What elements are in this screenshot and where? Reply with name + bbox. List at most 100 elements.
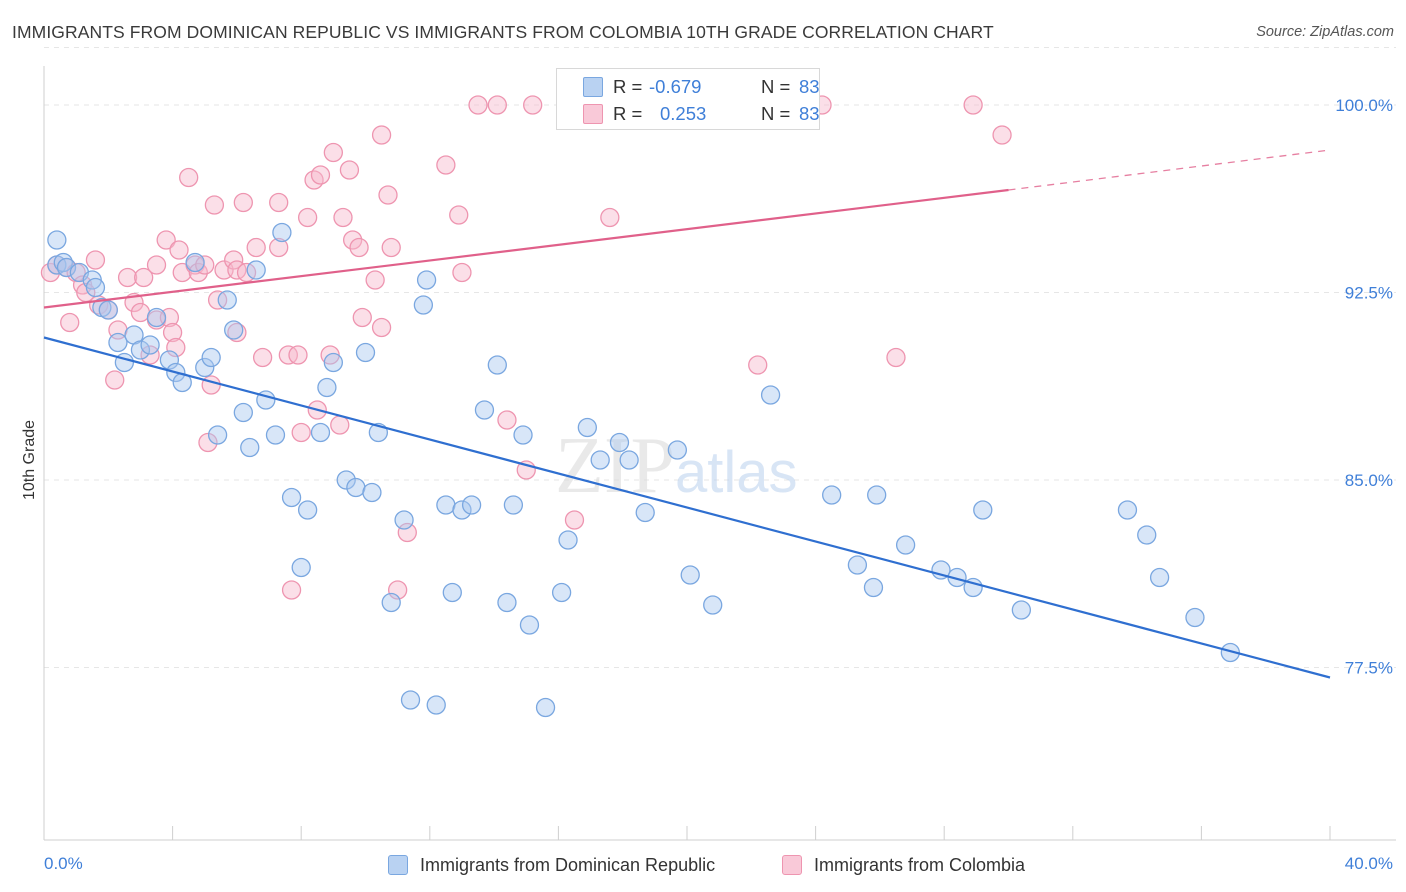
y-tick-label: 85.0% bbox=[1345, 471, 1393, 490]
colombia-point bbox=[288, 345, 308, 365]
legend-r-value: -0.679 bbox=[649, 76, 702, 97]
colombia-point bbox=[339, 160, 360, 180]
dominican-point bbox=[146, 307, 167, 328]
colombia-point bbox=[291, 422, 311, 443]
colombia-point bbox=[130, 302, 151, 323]
series-dominican-points bbox=[47, 222, 1240, 718]
dominican-point bbox=[1011, 600, 1032, 620]
colombia-point bbox=[105, 370, 125, 390]
x-tick-label: 0.0% bbox=[44, 854, 83, 873]
dominican-point bbox=[667, 440, 688, 460]
dominican-point bbox=[185, 252, 205, 273]
legend-swatch-blue bbox=[583, 77, 603, 97]
dominican-point bbox=[436, 495, 456, 515]
gridlines bbox=[44, 47, 1396, 668]
colombia-point bbox=[134, 267, 154, 288]
series-legend: Immigrants from Dominican Republic Immig… bbox=[0, 852, 1406, 878]
colombia-point bbox=[397, 522, 417, 543]
dominican-point bbox=[680, 565, 700, 585]
colombia-point bbox=[487, 95, 507, 115]
colombia-point bbox=[600, 207, 620, 228]
dominican-point bbox=[323, 352, 344, 373]
x-tick-label: 40.0% bbox=[1345, 854, 1393, 873]
dominican-point bbox=[140, 335, 160, 355]
colombia-point bbox=[310, 165, 331, 185]
stats-legend: R = -0.679 N = 83 R = 0.253 N = 83 bbox=[556, 68, 820, 130]
trend-lines bbox=[43, 149, 1331, 679]
colombia-point bbox=[269, 237, 289, 258]
colombia-point bbox=[198, 432, 218, 453]
dominican-point bbox=[265, 425, 286, 445]
dominican-point bbox=[207, 425, 228, 445]
dominican-point bbox=[577, 417, 597, 438]
dominican-point bbox=[1185, 607, 1205, 628]
dominican-point bbox=[442, 582, 462, 603]
colombia-point bbox=[246, 237, 266, 258]
colombia-point bbox=[252, 347, 273, 368]
axes bbox=[43, 66, 1396, 841]
dominican-point bbox=[1149, 567, 1170, 588]
dominican-point bbox=[362, 482, 382, 503]
colombia-point bbox=[323, 142, 344, 163]
dominican-point bbox=[240, 437, 260, 458]
dominican-point bbox=[159, 350, 180, 370]
dominican-point bbox=[867, 485, 887, 505]
colombia-point bbox=[748, 355, 768, 375]
colombia-point bbox=[378, 185, 398, 205]
colombia-point bbox=[233, 192, 253, 213]
legend-item-colombia: Immigrants from Colombia bbox=[782, 852, 1025, 878]
trend-line-colombia bbox=[43, 188, 1009, 309]
dominican-point bbox=[416, 270, 437, 290]
dominican-point bbox=[635, 502, 655, 523]
legend-n-value: 83 bbox=[799, 103, 820, 124]
watermark: ZIPatlas bbox=[555, 422, 798, 510]
dominican-point bbox=[85, 277, 106, 298]
legend-label-colombia: Immigrants from Colombia bbox=[814, 854, 1026, 875]
legend-n-label: N = bbox=[761, 103, 791, 124]
dominican-point bbox=[703, 595, 723, 615]
colombia-point bbox=[156, 230, 176, 250]
dominican-point bbox=[233, 402, 253, 423]
colombia-point bbox=[342, 230, 363, 250]
dominican-point bbox=[355, 342, 376, 363]
colombia-point bbox=[381, 237, 401, 258]
dominican-point bbox=[130, 340, 151, 360]
colombia-point bbox=[886, 347, 906, 368]
dominican-point bbox=[394, 510, 414, 530]
dominican-point bbox=[847, 555, 868, 575]
dominican-point bbox=[400, 690, 421, 710]
dominican-point bbox=[503, 495, 524, 515]
dominican-point bbox=[108, 332, 128, 353]
colombia-point bbox=[60, 312, 80, 333]
colombia-point bbox=[436, 155, 456, 175]
dominican-point bbox=[619, 450, 639, 470]
legend-label-dominican: Immigrants from Dominican Republic bbox=[420, 854, 716, 875]
dominican-point bbox=[195, 357, 215, 378]
colombia-point bbox=[992, 125, 1012, 145]
colombia-point bbox=[297, 207, 318, 228]
colombia-point bbox=[162, 322, 183, 343]
colombia-point bbox=[166, 337, 186, 358]
dominican-point bbox=[973, 500, 993, 520]
y-tick-label: 100.0% bbox=[1335, 96, 1393, 115]
y-tick-label: 77.5% bbox=[1345, 659, 1393, 678]
watermark-zip: ZIP bbox=[555, 422, 675, 510]
y-tick-label: 92.5% bbox=[1345, 284, 1393, 303]
colombia-point bbox=[371, 125, 392, 145]
dominican-point bbox=[426, 695, 446, 715]
dominican-point bbox=[297, 500, 318, 520]
colombia-point bbox=[387, 580, 408, 600]
y-tick-labels: 77.5% 85.0% 92.5% 100.0% bbox=[1335, 96, 1393, 678]
legend-r-label: R = bbox=[613, 103, 643, 124]
dominican-point bbox=[487, 355, 507, 375]
dominican-point bbox=[217, 290, 237, 310]
y-axis-title: 10th Grade bbox=[21, 420, 38, 500]
colombia-point bbox=[304, 170, 324, 190]
legend-swatch-pink bbox=[782, 855, 802, 875]
chart-title: IMMIGRANTS FROM DOMINICAN REPUBLIC VS IM… bbox=[12, 22, 994, 42]
dominican-point bbox=[513, 425, 533, 445]
legend-n-value: 83 bbox=[799, 76, 820, 97]
colombia-point bbox=[330, 415, 350, 435]
colombia-point bbox=[349, 237, 369, 258]
colombia-point bbox=[140, 345, 160, 365]
